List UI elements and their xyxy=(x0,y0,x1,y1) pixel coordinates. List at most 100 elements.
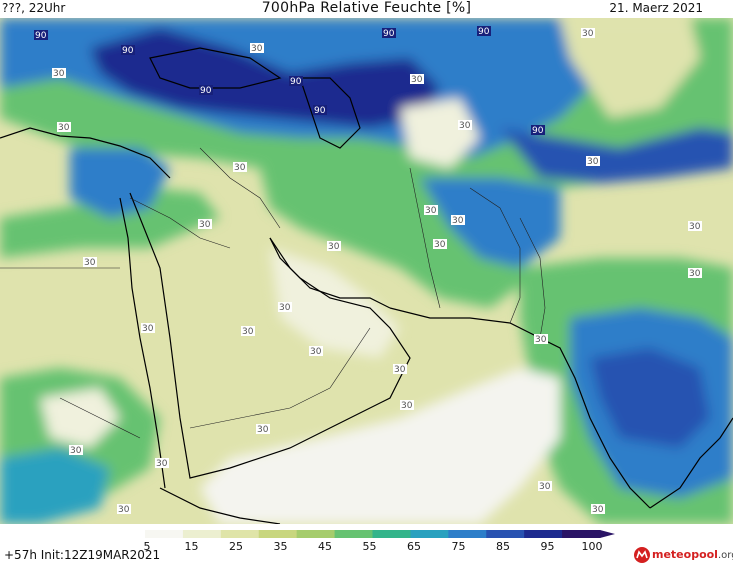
contour-label-text: 30 xyxy=(53,69,65,79)
colorbar-tick-label: 55 xyxy=(362,540,377,553)
contour-label: 30 xyxy=(581,28,595,39)
contour-label-text: 30 xyxy=(234,163,246,173)
contour-label: 90 xyxy=(531,125,545,136)
coastline-caspian xyxy=(299,77,361,149)
contour-label: 90 xyxy=(382,28,396,39)
colorbar-segment xyxy=(524,530,563,538)
contour-label-text: 30 xyxy=(425,206,437,216)
contour-label: 30 xyxy=(309,346,323,357)
contour-label: 30 xyxy=(393,364,407,375)
border-oman xyxy=(329,327,371,389)
colorbar-segment xyxy=(410,530,449,538)
contour-label: 30 xyxy=(83,257,97,268)
contour-label-text: 30 xyxy=(251,44,263,54)
colorbar-segment xyxy=(372,530,411,538)
colorbar-tick-label: 45 xyxy=(318,540,332,553)
colorbar-tick-label: 25 xyxy=(229,540,243,553)
colorbar-segment xyxy=(220,530,260,538)
coastlines xyxy=(0,47,733,524)
contour-label-text: 30 xyxy=(689,269,701,279)
logo-suffix-text: .org xyxy=(717,550,733,561)
field-deep-india xyxy=(590,348,710,448)
coastline-iran-south xyxy=(389,307,541,339)
coastline-india-east xyxy=(649,417,733,509)
contour-label: 90 xyxy=(34,30,48,41)
contour-label: 30 xyxy=(591,504,605,515)
colorbar-tick-label: 100 xyxy=(581,540,603,553)
contour-label: 30 xyxy=(433,239,447,250)
coastline-arabia xyxy=(129,192,411,479)
meteopool-logo-icon xyxy=(634,547,650,563)
colorbar-segment xyxy=(145,530,184,538)
contour-label-text: 30 xyxy=(84,258,96,268)
contour-label-text: 30 xyxy=(70,446,82,456)
meteopool-logo-text: meteopool.org xyxy=(652,548,733,561)
field-high-africa xyxy=(0,448,110,524)
contour-label: 90 xyxy=(199,85,213,96)
field-high-levant xyxy=(70,148,170,218)
coastline-black-sea xyxy=(149,47,282,89)
forecast-time-label: ???, 22Uhr xyxy=(2,1,66,15)
field-mid-west xyxy=(0,188,220,258)
contour-label-text: 30 xyxy=(310,347,322,357)
contour-label-text: 90 xyxy=(383,29,395,39)
contour-label: 30 xyxy=(458,120,472,131)
contour-label: 30 xyxy=(278,302,292,313)
colorbar-segment xyxy=(296,530,336,538)
colorbar-tick-label: 75 xyxy=(451,540,466,553)
colorbar-segment xyxy=(182,530,222,538)
contour-label-text: 90 xyxy=(35,31,47,41)
political-borders xyxy=(0,147,546,439)
contour-label-text: 30 xyxy=(587,157,599,167)
contour-label-text: 30 xyxy=(257,425,269,435)
contour-label-text: 90 xyxy=(478,27,490,37)
colorbar-segment xyxy=(448,530,487,538)
contour-label: 90 xyxy=(121,45,135,56)
contour-label-text: 30 xyxy=(411,75,423,85)
contour-label-text: 90 xyxy=(532,126,544,136)
contour-label: 30 xyxy=(241,326,255,337)
contour-label: 30 xyxy=(688,221,702,232)
colorbar-tick-label: 15 xyxy=(184,540,199,553)
contour-label: 30 xyxy=(198,219,212,230)
contour-label: 90 xyxy=(289,76,303,87)
colorbar-segment xyxy=(258,530,298,538)
contour-label-text: 30 xyxy=(242,327,254,337)
map-title: 700hPa Relative Feuchte [%] xyxy=(261,0,472,16)
humidity-map: 90 90 90 90 90 90 90 90 30 30 30 30 30 3… xyxy=(0,18,733,524)
colorbar-tick-label: 35 xyxy=(273,540,288,553)
contour-label-text: 30 xyxy=(535,335,547,345)
logo-main-text: meteopool xyxy=(652,548,718,561)
contour-label-text: 30 xyxy=(199,220,211,230)
contour-label-text: 90 xyxy=(290,77,302,87)
colorbar-tick-label: 65 xyxy=(407,540,421,553)
field-dry-arabian-sea xyxy=(200,368,560,524)
field-dry-northeast xyxy=(560,18,700,118)
colorbar-tick-label: 95 xyxy=(540,540,555,553)
contour-label: 30 xyxy=(155,458,169,469)
contour-label: 30 xyxy=(250,43,264,54)
field-dry-central xyxy=(400,98,480,168)
contour-label-text: 90 xyxy=(314,106,326,116)
contour-label: 30 xyxy=(117,504,131,515)
field-dry-sudan xyxy=(40,388,120,448)
border-saudi-yemen xyxy=(189,387,331,429)
border-saudi-jordan xyxy=(129,197,231,249)
border-ethiopia xyxy=(59,397,141,439)
contour-label: 30 xyxy=(688,268,702,279)
contour-label-text: 30 xyxy=(118,505,130,515)
contour-label: 30 xyxy=(538,481,552,492)
contour-label: 30 xyxy=(410,74,424,85)
field-mid-iran xyxy=(260,168,530,308)
contour-label-text: 30 xyxy=(279,303,291,313)
contour-label: 90 xyxy=(313,105,327,116)
field-high-afghan xyxy=(420,178,560,268)
colorbar-arrow xyxy=(600,530,615,538)
contour-label-text: 30 xyxy=(328,242,340,252)
contour-label-text: 30 xyxy=(142,324,154,334)
contour-label: 30 xyxy=(256,424,270,435)
coastline-red-sea-west xyxy=(119,197,166,489)
meteopool-logo[interactable]: meteopool.org xyxy=(632,545,733,565)
contour-label-text: 30 xyxy=(689,222,701,232)
border-iraq xyxy=(199,147,281,229)
